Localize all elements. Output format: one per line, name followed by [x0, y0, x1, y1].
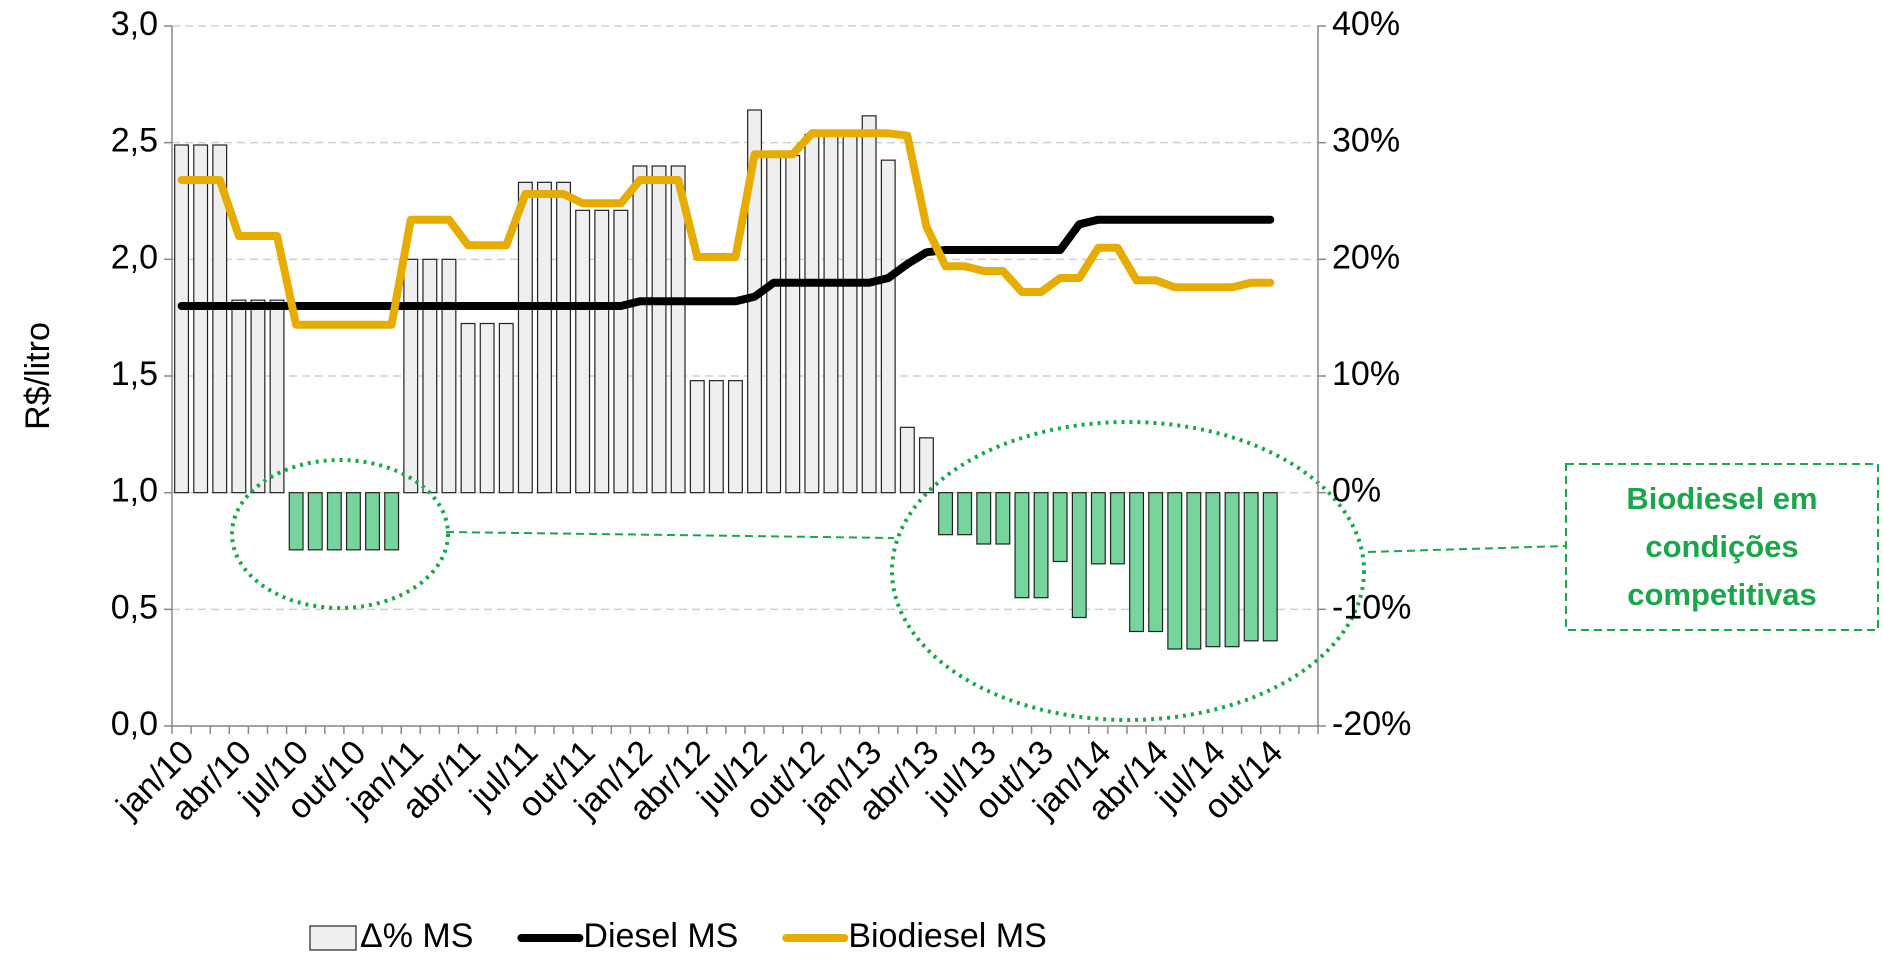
bar — [517, 181, 533, 494]
bar — [804, 133, 820, 494]
bar — [689, 380, 705, 494]
bar — [1052, 492, 1068, 563]
bar — [670, 165, 686, 494]
bar — [1090, 492, 1106, 565]
bar — [556, 181, 572, 494]
bar — [880, 159, 896, 494]
bar — [1224, 492, 1240, 648]
bar — [938, 492, 954, 536]
bar — [785, 154, 801, 494]
bar — [250, 299, 266, 494]
legend-label: Biodiesel MS — [848, 917, 1046, 955]
bar — [326, 492, 342, 551]
bar — [536, 181, 552, 494]
bar — [976, 492, 992, 545]
bar — [918, 437, 934, 494]
bar — [212, 144, 228, 494]
y-tick-label: 3,0 — [111, 5, 158, 43]
y-tick-label: 0,0 — [111, 705, 158, 743]
bar — [231, 299, 247, 494]
bar — [1129, 492, 1145, 633]
bar — [269, 299, 285, 494]
bar — [1167, 492, 1183, 650]
bar — [1186, 492, 1202, 650]
bar — [174, 144, 190, 494]
bar — [823, 133, 839, 494]
line-series — [177, 129, 1275, 329]
bar — [651, 165, 667, 494]
lines — [177, 129, 1275, 329]
bar — [1148, 492, 1164, 633]
bar — [727, 380, 743, 494]
bar — [288, 492, 304, 551]
bar — [708, 380, 724, 494]
legend-label: Δ% MS — [360, 917, 473, 955]
bar — [575, 209, 591, 494]
bar — [1205, 492, 1221, 648]
bar — [632, 165, 648, 494]
y2-tick-label: 0% — [1332, 472, 1381, 510]
bar — [384, 492, 400, 551]
y-axis-label: R$/litro — [19, 322, 57, 430]
bar — [899, 426, 915, 494]
bar — [1109, 492, 1125, 565]
grid — [172, 25, 1318, 727]
bar — [1243, 492, 1259, 642]
annotations — [230, 420, 1879, 722]
bar — [861, 115, 877, 494]
bar — [441, 258, 457, 494]
line-series — [177, 215, 1275, 310]
bar — [1071, 492, 1087, 619]
bar — [1262, 492, 1278, 642]
y-tick-label: 2,0 — [111, 238, 158, 276]
y-tick-label: 0,5 — [111, 588, 158, 626]
y2-tick-label: 40% — [1332, 5, 1400, 43]
bars — [174, 109, 1278, 650]
bar — [479, 322, 495, 494]
bar — [460, 322, 476, 494]
bar — [1014, 492, 1030, 599]
bar — [345, 492, 361, 551]
note-text: condições — [1645, 529, 1798, 564]
bar — [403, 258, 419, 494]
connector — [445, 531, 895, 539]
y-tick-label: 1,5 — [111, 355, 158, 393]
bar — [422, 258, 438, 494]
bar — [766, 154, 782, 494]
bar — [613, 209, 629, 494]
bar — [193, 144, 209, 494]
y2-tick-label: 20% — [1332, 238, 1400, 276]
bar — [842, 133, 858, 494]
bar — [307, 492, 323, 551]
bar — [594, 209, 610, 494]
note-text: Biodiesel em — [1626, 481, 1817, 516]
y2-tick-label: -10% — [1332, 588, 1411, 626]
bar — [1033, 492, 1049, 599]
legend-label: Diesel MS — [583, 917, 738, 955]
y2-tick-label: -20% — [1332, 705, 1411, 743]
bar — [498, 322, 514, 494]
y2-tick-label: 30% — [1332, 122, 1400, 160]
highlight-ellipse — [890, 420, 1366, 722]
connector — [1367, 545, 1567, 553]
highlight-ellipse — [230, 458, 450, 610]
note-text: competitivas — [1627, 577, 1817, 612]
note-box — [1565, 463, 1879, 631]
legend-swatch — [309, 925, 357, 951]
bar — [957, 492, 973, 536]
bar — [995, 492, 1011, 545]
y-tick-label: 1,0 — [111, 472, 158, 510]
y-tick-label: 2,5 — [111, 122, 158, 160]
bar — [365, 492, 381, 551]
y2-tick-label: 10% — [1332, 355, 1400, 393]
